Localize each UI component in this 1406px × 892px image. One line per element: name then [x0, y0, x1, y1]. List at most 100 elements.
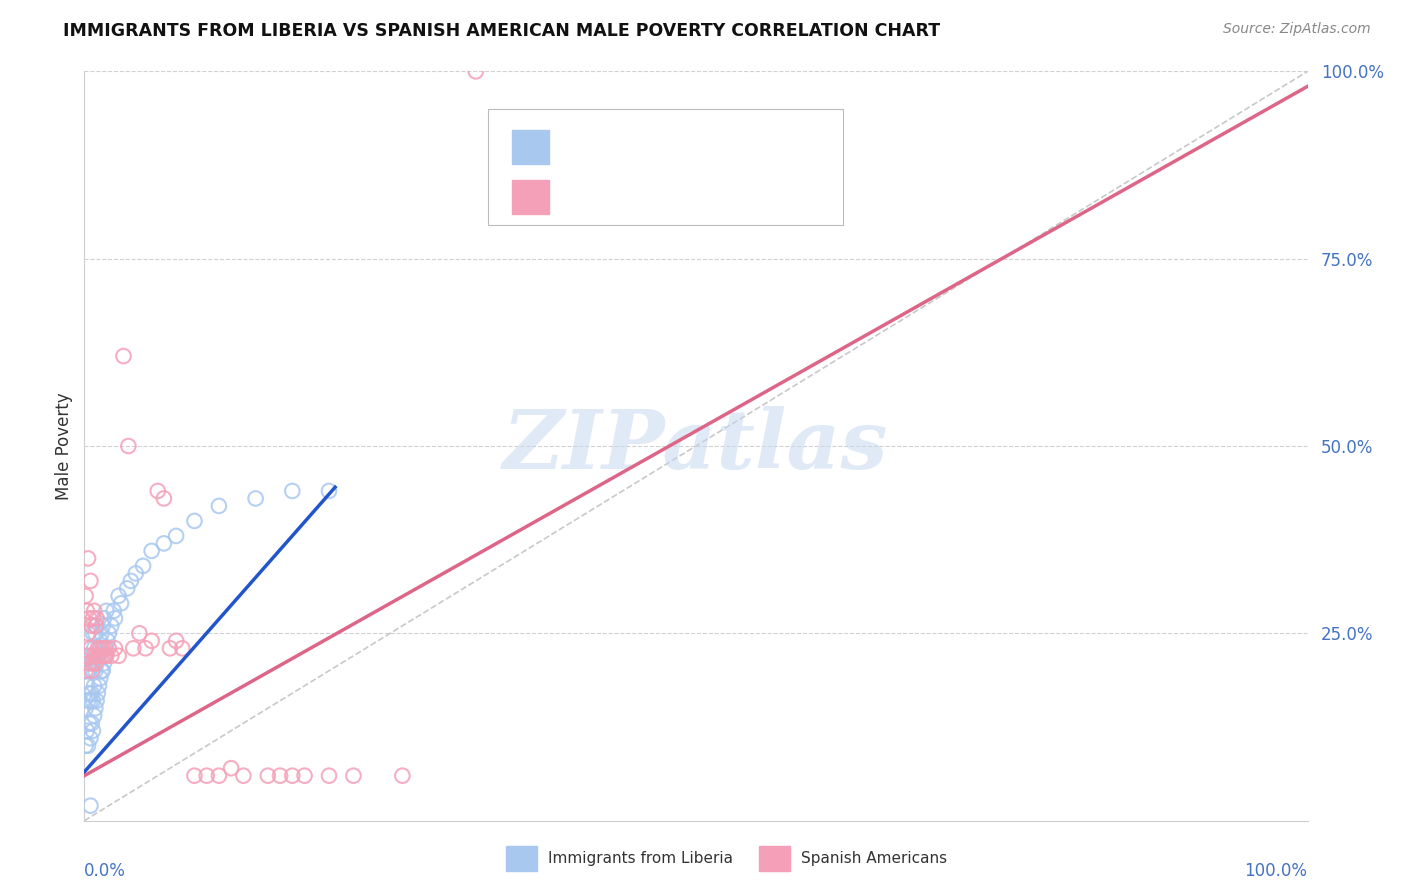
Point — [391, 769, 413, 783]
Point — [89, 671, 111, 685]
Point — [80, 648, 103, 663]
Point — [84, 626, 107, 640]
Point — [82, 657, 104, 671]
Point — [183, 769, 205, 783]
Point — [77, 686, 100, 700]
Point — [83, 708, 105, 723]
Point — [79, 641, 101, 656]
Text: 0.0%: 0.0% — [84, 862, 127, 880]
Point — [87, 641, 110, 656]
Point — [141, 633, 163, 648]
Point — [87, 686, 110, 700]
Point — [76, 679, 98, 693]
Point — [103, 604, 125, 618]
FancyBboxPatch shape — [513, 130, 550, 164]
Point — [75, 701, 97, 715]
Point — [104, 611, 127, 625]
Point — [107, 589, 129, 603]
Point — [96, 648, 118, 663]
Point — [107, 648, 129, 663]
Point — [96, 604, 118, 618]
Point — [80, 664, 103, 678]
Point — [77, 551, 100, 566]
Point — [76, 604, 98, 618]
FancyBboxPatch shape — [513, 180, 550, 214]
Point — [153, 491, 176, 506]
Point — [75, 589, 97, 603]
Point — [97, 633, 120, 648]
Point — [80, 619, 103, 633]
Point — [77, 664, 100, 678]
Point — [75, 739, 97, 753]
Point — [86, 657, 108, 671]
Point — [97, 626, 120, 640]
Text: Immigrants from Liberia: Immigrants from Liberia — [548, 851, 734, 865]
Text: R = 0.604   N = 64: R = 0.604 N = 64 — [568, 138, 745, 157]
Point — [165, 529, 187, 543]
Point — [91, 664, 114, 678]
Point — [79, 657, 101, 671]
Point — [90, 648, 112, 663]
Point — [115, 582, 138, 596]
Point — [110, 596, 132, 610]
Point — [165, 633, 187, 648]
Point — [120, 574, 142, 588]
Text: Spanish Americans: Spanish Americans — [801, 851, 948, 865]
Point — [79, 574, 101, 588]
Point — [318, 769, 340, 783]
Point — [87, 648, 110, 663]
Point — [77, 657, 100, 671]
Point — [76, 723, 98, 738]
Point — [97, 641, 120, 656]
Point — [82, 694, 104, 708]
Text: 100.0%: 100.0% — [1244, 862, 1308, 880]
Point — [84, 664, 107, 678]
Point — [342, 769, 364, 783]
Point — [117, 439, 139, 453]
Point — [77, 694, 100, 708]
Point — [257, 769, 280, 783]
Point — [77, 739, 100, 753]
Point — [83, 679, 105, 693]
Point — [141, 544, 163, 558]
Point — [294, 769, 316, 783]
Point — [79, 798, 101, 813]
Point — [135, 641, 157, 656]
Text: Source: ZipAtlas.com: Source: ZipAtlas.com — [1223, 22, 1371, 37]
Point — [83, 648, 105, 663]
Point — [93, 657, 115, 671]
Point — [83, 641, 105, 656]
Point — [94, 641, 117, 656]
Point — [91, 641, 114, 656]
Y-axis label: Male Poverty: Male Poverty — [55, 392, 73, 500]
Point — [83, 604, 105, 618]
Point — [93, 648, 115, 663]
Point — [84, 701, 107, 715]
Point — [281, 483, 304, 498]
Point — [159, 641, 181, 656]
Point — [82, 611, 104, 625]
Point — [84, 619, 107, 633]
Point — [128, 626, 150, 640]
Point — [269, 769, 291, 783]
Point — [122, 641, 145, 656]
Point — [100, 619, 122, 633]
Point — [86, 611, 108, 625]
Point — [219, 761, 242, 775]
Point — [77, 716, 100, 731]
Point — [318, 483, 340, 498]
Point — [77, 626, 100, 640]
Point — [82, 664, 104, 678]
Point — [96, 641, 118, 656]
Point — [82, 723, 104, 738]
Point — [208, 499, 231, 513]
Text: R =  0.727   N = 56: R = 0.727 N = 56 — [568, 188, 751, 207]
Point — [112, 349, 135, 363]
Point — [86, 694, 108, 708]
Point — [80, 716, 103, 731]
Point — [87, 648, 110, 663]
Point — [89, 633, 111, 648]
Point — [90, 626, 112, 640]
Point — [86, 619, 108, 633]
Point — [195, 769, 218, 783]
